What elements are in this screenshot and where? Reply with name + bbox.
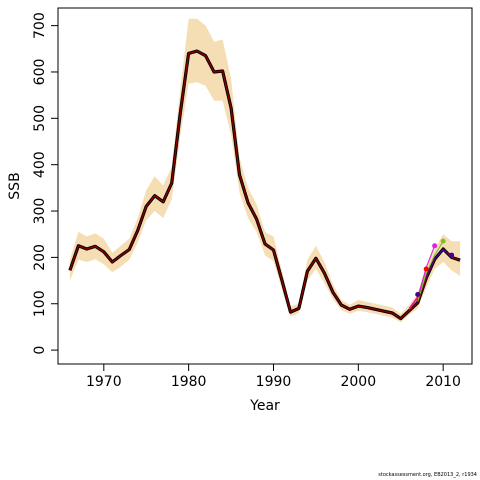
y-tick-label-300: 300 bbox=[32, 198, 48, 225]
y-tick-label-0: 0 bbox=[32, 346, 48, 355]
x-tick-label-2010: 2010 bbox=[425, 374, 461, 390]
retro-marker-2011 bbox=[449, 252, 455, 258]
x-tick-label-1990: 1990 bbox=[256, 374, 292, 390]
plot-frame bbox=[57, 7, 473, 365]
y-tick-label-100: 100 bbox=[32, 290, 48, 317]
ssb-retro-line bbox=[69, 50, 461, 320]
x-tick-label-1980: 1980 bbox=[171, 374, 207, 390]
x-axis-title: Year bbox=[249, 398, 280, 414]
confidence-band bbox=[69, 18, 461, 323]
y-axis-title: SSB bbox=[7, 172, 23, 199]
retro-marker-2009 bbox=[432, 243, 438, 249]
retro-marker-2007 bbox=[415, 291, 421, 297]
y-tick-label-600: 600 bbox=[32, 59, 48, 86]
y-axis: 0 100 200 300 400 500 600 700 bbox=[32, 12, 58, 355]
retro-marker-2010 bbox=[440, 238, 446, 244]
y-tick-label-700: 700 bbox=[32, 12, 48, 39]
plot-area bbox=[68, 18, 461, 323]
retro-peel-2010 bbox=[417, 240, 444, 302]
y-tick-label-200: 200 bbox=[32, 244, 48, 271]
retro-marker-2008 bbox=[423, 266, 429, 272]
retro-peel-2009 bbox=[408, 245, 436, 310]
y-tick-label-500: 500 bbox=[32, 105, 48, 132]
x-tick-label-2000: 2000 bbox=[340, 374, 376, 390]
retro-peel-2011 bbox=[425, 249, 452, 278]
ssb-estimate-line bbox=[68, 49, 461, 321]
x-tick-label-1970: 1970 bbox=[86, 374, 122, 390]
x-axis: 1970 1980 1990 2000 2010 bbox=[86, 364, 461, 390]
footer-credit: stockassessment.org, EB2013_2, r1934 bbox=[378, 472, 477, 478]
y-tick-label-400: 400 bbox=[32, 151, 48, 178]
